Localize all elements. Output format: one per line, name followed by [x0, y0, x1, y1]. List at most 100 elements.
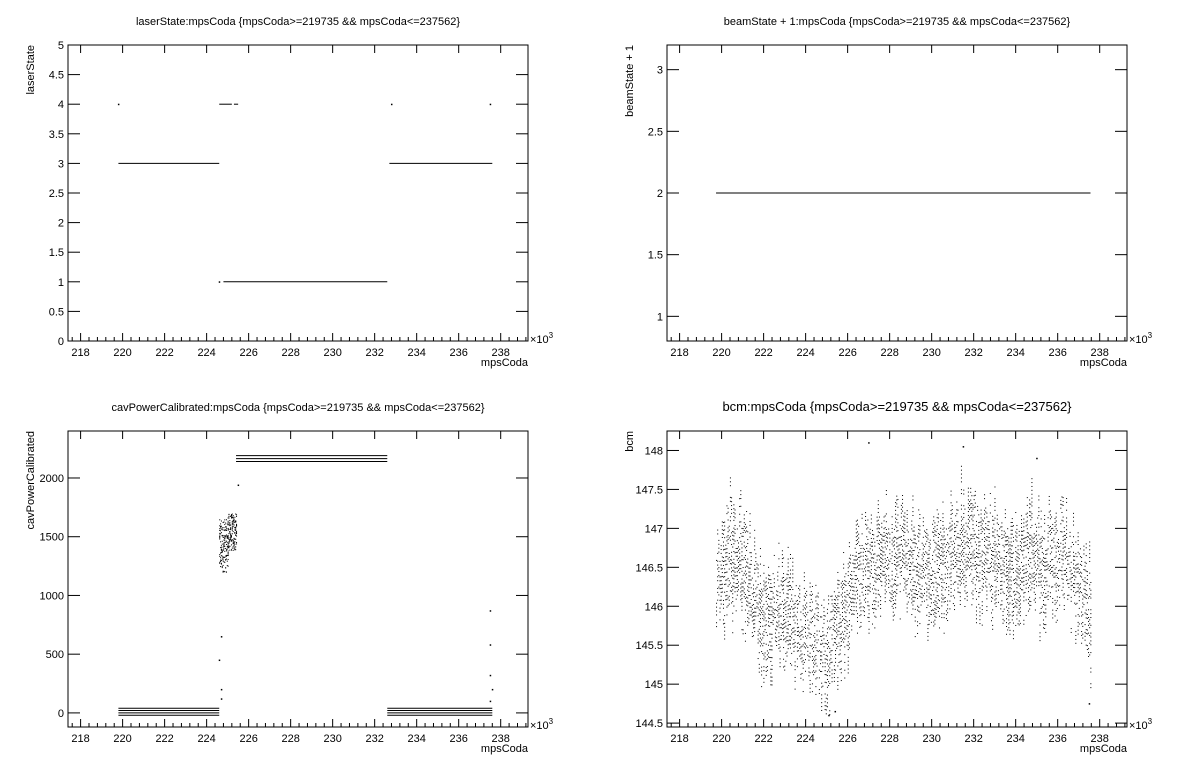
- data-point: [876, 520, 878, 522]
- data-point: [928, 569, 930, 571]
- data-point: [837, 579, 839, 581]
- data-point: [734, 563, 736, 565]
- data-point: [732, 538, 734, 540]
- data-point: [1059, 557, 1061, 559]
- data-point: [876, 540, 878, 542]
- data-point: [989, 504, 991, 506]
- data-point: [935, 609, 937, 611]
- data-point: [734, 567, 736, 569]
- data-point: [1021, 534, 1023, 536]
- data-point: [758, 589, 760, 591]
- data-point: [1052, 570, 1054, 572]
- data-point: [934, 526, 936, 528]
- data-point: [1047, 563, 1049, 565]
- data-point: [988, 544, 990, 546]
- data-point: [974, 502, 976, 504]
- data-point: [805, 635, 806, 637]
- data-point: [978, 596, 980, 598]
- data-point: [856, 535, 858, 537]
- data-point: [855, 586, 857, 588]
- data-point: [748, 571, 750, 573]
- data-point: [816, 677, 818, 679]
- data-point: [1044, 561, 1046, 563]
- data-point: [963, 516, 965, 518]
- data-point: [1040, 608, 1042, 610]
- data-point: [740, 583, 742, 585]
- data-point: [802, 613, 804, 615]
- data-point: [844, 669, 846, 671]
- data-point: [792, 569, 794, 571]
- data-point: [785, 602, 787, 604]
- data-point: [935, 597, 937, 599]
- data-point: [935, 616, 937, 618]
- data-point: [917, 566, 919, 568]
- data-point: [1079, 583, 1081, 585]
- data-point: [910, 538, 912, 540]
- data-point: [933, 539, 935, 541]
- data-point: [818, 630, 820, 632]
- data-point: [225, 526, 227, 528]
- data-point: [777, 598, 779, 600]
- data-point: [795, 600, 797, 602]
- data-point: [995, 551, 997, 553]
- data-point: [960, 582, 962, 584]
- data-point: [934, 600, 936, 602]
- data-point: [808, 628, 810, 630]
- data-point: [982, 520, 984, 522]
- data-point: [984, 560, 986, 562]
- data-point: [788, 581, 790, 583]
- data-point: [1018, 565, 1020, 567]
- data-point: [929, 586, 931, 588]
- data-point: [1031, 517, 1033, 519]
- data-point: [990, 620, 992, 622]
- data-point: [1075, 553, 1077, 555]
- data-point: [942, 524, 944, 526]
- data-point: [228, 523, 230, 525]
- data-point: [896, 542, 898, 544]
- data-point: [820, 670, 822, 672]
- data-point: [893, 560, 895, 562]
- data-point: [891, 605, 893, 607]
- data-point: [889, 541, 891, 543]
- data-point: [810, 618, 812, 620]
- data-point: [967, 511, 969, 513]
- data-point: [1049, 514, 1051, 516]
- data-point: [888, 559, 890, 561]
- data-point: [935, 546, 937, 548]
- data-point: [1058, 570, 1059, 572]
- data-point: [801, 657, 803, 659]
- data-point: [911, 594, 913, 596]
- data-point: [908, 550, 910, 552]
- data-point: [856, 589, 858, 591]
- data-point: [845, 596, 847, 598]
- data-point: [1082, 614, 1084, 616]
- data-point: [896, 565, 898, 567]
- data-point: [783, 631, 785, 633]
- data-point: [746, 526, 748, 528]
- data-point: [232, 546, 234, 548]
- data-point: [1033, 541, 1035, 543]
- data-point: [762, 645, 764, 647]
- data-point: [830, 611, 832, 613]
- data-point: [878, 543, 880, 545]
- data-point: [903, 554, 905, 556]
- data-point: [728, 599, 730, 601]
- data-point: [732, 601, 734, 603]
- data-point: [783, 573, 785, 575]
- data-point: [761, 670, 763, 672]
- data-point: [787, 605, 789, 607]
- data-point: [895, 525, 897, 527]
- data-point: [1051, 539, 1053, 541]
- data-point: [826, 694, 828, 696]
- data-point: [1083, 545, 1085, 547]
- data-point: [823, 646, 825, 648]
- data-point: [1055, 610, 1057, 612]
- data-point: [912, 495, 914, 497]
- data-point: [233, 524, 235, 526]
- x-tick-label: 232: [365, 347, 383, 359]
- data-point: [755, 600, 757, 602]
- data-point: [1009, 551, 1011, 553]
- data-point: [913, 585, 915, 587]
- data-point: [1039, 640, 1041, 642]
- data-point: [836, 647, 838, 649]
